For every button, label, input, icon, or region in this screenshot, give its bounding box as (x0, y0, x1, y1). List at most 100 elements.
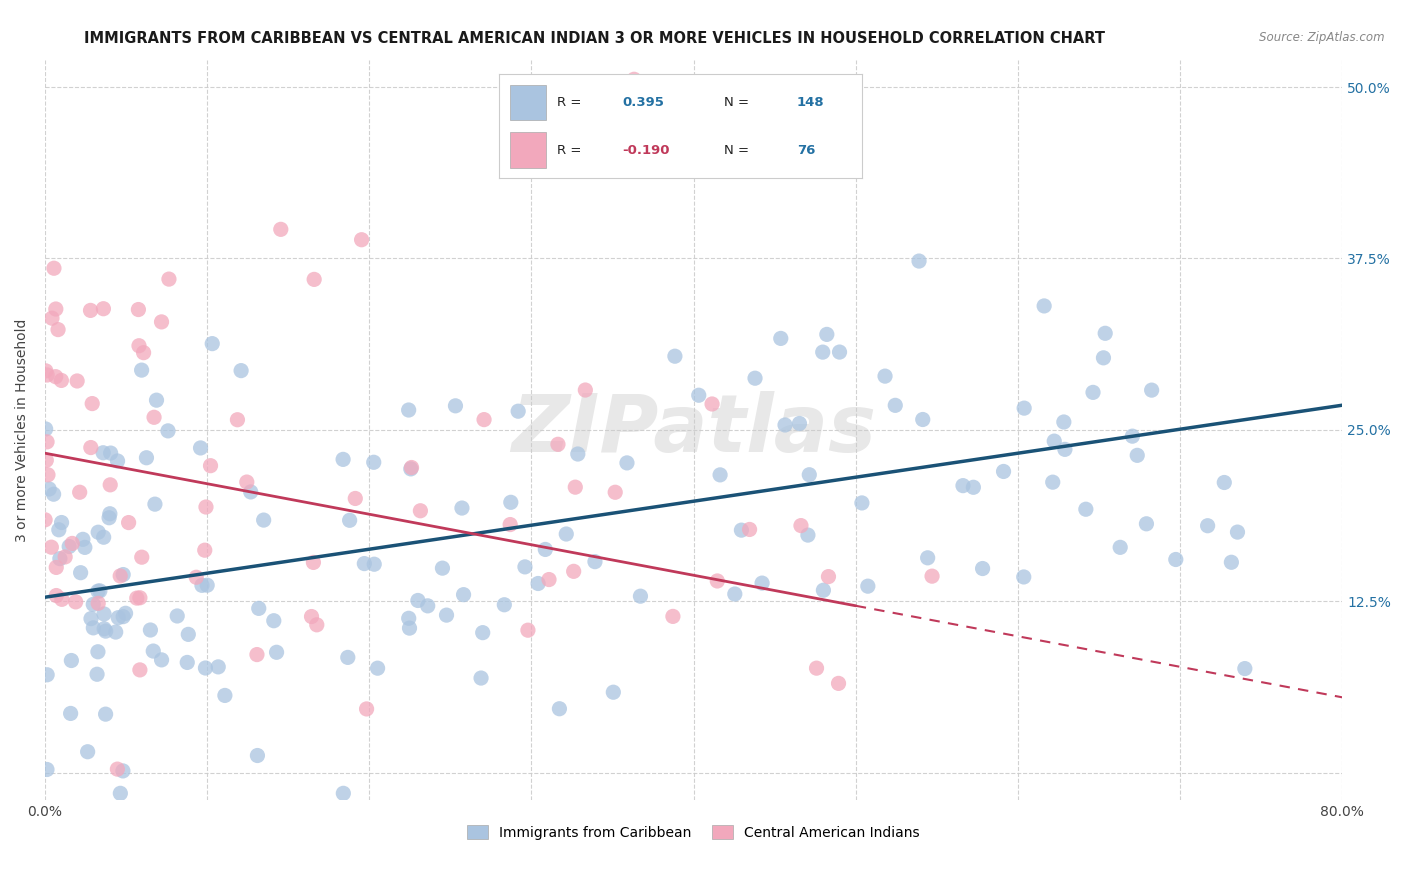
Point (1226, 525, 1249, 540)
Point (104, 625, 127, 640)
Point (1012, 401, 1035, 416)
Point (156, 424, 179, 438)
Point (744, 371, 766, 385)
Point (799, 467, 821, 482)
Point (363, 558, 385, 572)
Point (69, 566, 91, 580)
Point (508, 404, 530, 418)
Point (911, 412, 934, 426)
Point (534, 542, 557, 557)
Point (1220, 555, 1243, 569)
Point (700, 397, 723, 411)
Point (98, 478, 121, 492)
Point (128, 591, 150, 605)
Point (82, 396, 104, 410)
Point (128, 339, 150, 353)
Point (1121, 429, 1143, 443)
Point (1197, 518, 1219, 533)
Point (1012, 570, 1035, 584)
Point (398, 403, 420, 417)
Point (98, 507, 121, 521)
Point (41, 311, 63, 326)
Text: Source: ZipAtlas.com: Source: ZipAtlas.com (1260, 31, 1385, 45)
Point (1135, 516, 1157, 531)
Point (253, 513, 276, 527)
Point (921, 569, 943, 583)
Point (409, 504, 432, 518)
Point (117, 516, 139, 530)
Point (35, 763, 58, 777)
Point (177, 627, 200, 641)
Point (401, 460, 423, 475)
Point (166, 609, 188, 624)
Point (111, 764, 134, 778)
Point (873, 369, 896, 384)
Point (527, 576, 550, 591)
Point (94, 707, 117, 722)
Point (815, 327, 838, 342)
Point (89, 583, 111, 598)
Point (108, 569, 131, 583)
Point (817, 569, 839, 583)
Point (145, 393, 167, 408)
Point (200, 458, 222, 473)
Point (516, 623, 538, 637)
Point (851, 496, 873, 510)
Point (416, 599, 439, 613)
Point (797, 528, 820, 542)
Point (332, 452, 354, 467)
Point (35, 364, 58, 378)
Point (730, 523, 752, 537)
Point (207, 660, 229, 674)
Point (263, 614, 285, 628)
Point (513, 560, 536, 574)
Point (499, 495, 522, 509)
Point (131, 363, 153, 377)
Point (51, 516, 73, 530)
Point (82, 598, 104, 612)
Point (94, 624, 117, 639)
Point (107, 610, 129, 624)
Point (367, 661, 389, 675)
Point (37, 467, 59, 482)
Point (453, 588, 475, 602)
Point (34, 422, 56, 436)
Point (363, 455, 385, 469)
Point (356, 702, 378, 716)
Point (38, 482, 60, 496)
Point (112, 609, 135, 624)
Point (623, 72, 645, 87)
Point (301, 609, 323, 624)
Point (93, 622, 115, 636)
Point (247, 601, 270, 615)
Point (828, 345, 851, 359)
Point (1164, 552, 1187, 566)
Point (45, 301, 67, 316)
Point (66, 374, 89, 388)
Point (195, 578, 218, 592)
Point (35, 434, 58, 449)
Point (139, 623, 162, 637)
Point (664, 349, 686, 363)
Point (143, 410, 166, 425)
Point (884, 398, 907, 412)
Point (157, 272, 180, 286)
Point (451, 501, 474, 516)
Point (583, 555, 606, 569)
Legend: Immigrants from Caribbean, Central American Indians: Immigrants from Caribbean, Central Ameri… (461, 819, 925, 845)
Point (769, 331, 792, 345)
Point (194, 543, 217, 558)
Point (82, 621, 104, 635)
Point (143, 497, 166, 511)
Point (332, 786, 354, 800)
Point (190, 441, 212, 455)
Point (93, 301, 115, 316)
Point (398, 621, 420, 635)
Point (42, 261, 65, 276)
Point (1094, 326, 1116, 341)
Point (336, 650, 359, 665)
Point (564, 480, 586, 494)
Point (305, 617, 328, 632)
Point (46, 323, 69, 337)
Point (662, 609, 685, 624)
